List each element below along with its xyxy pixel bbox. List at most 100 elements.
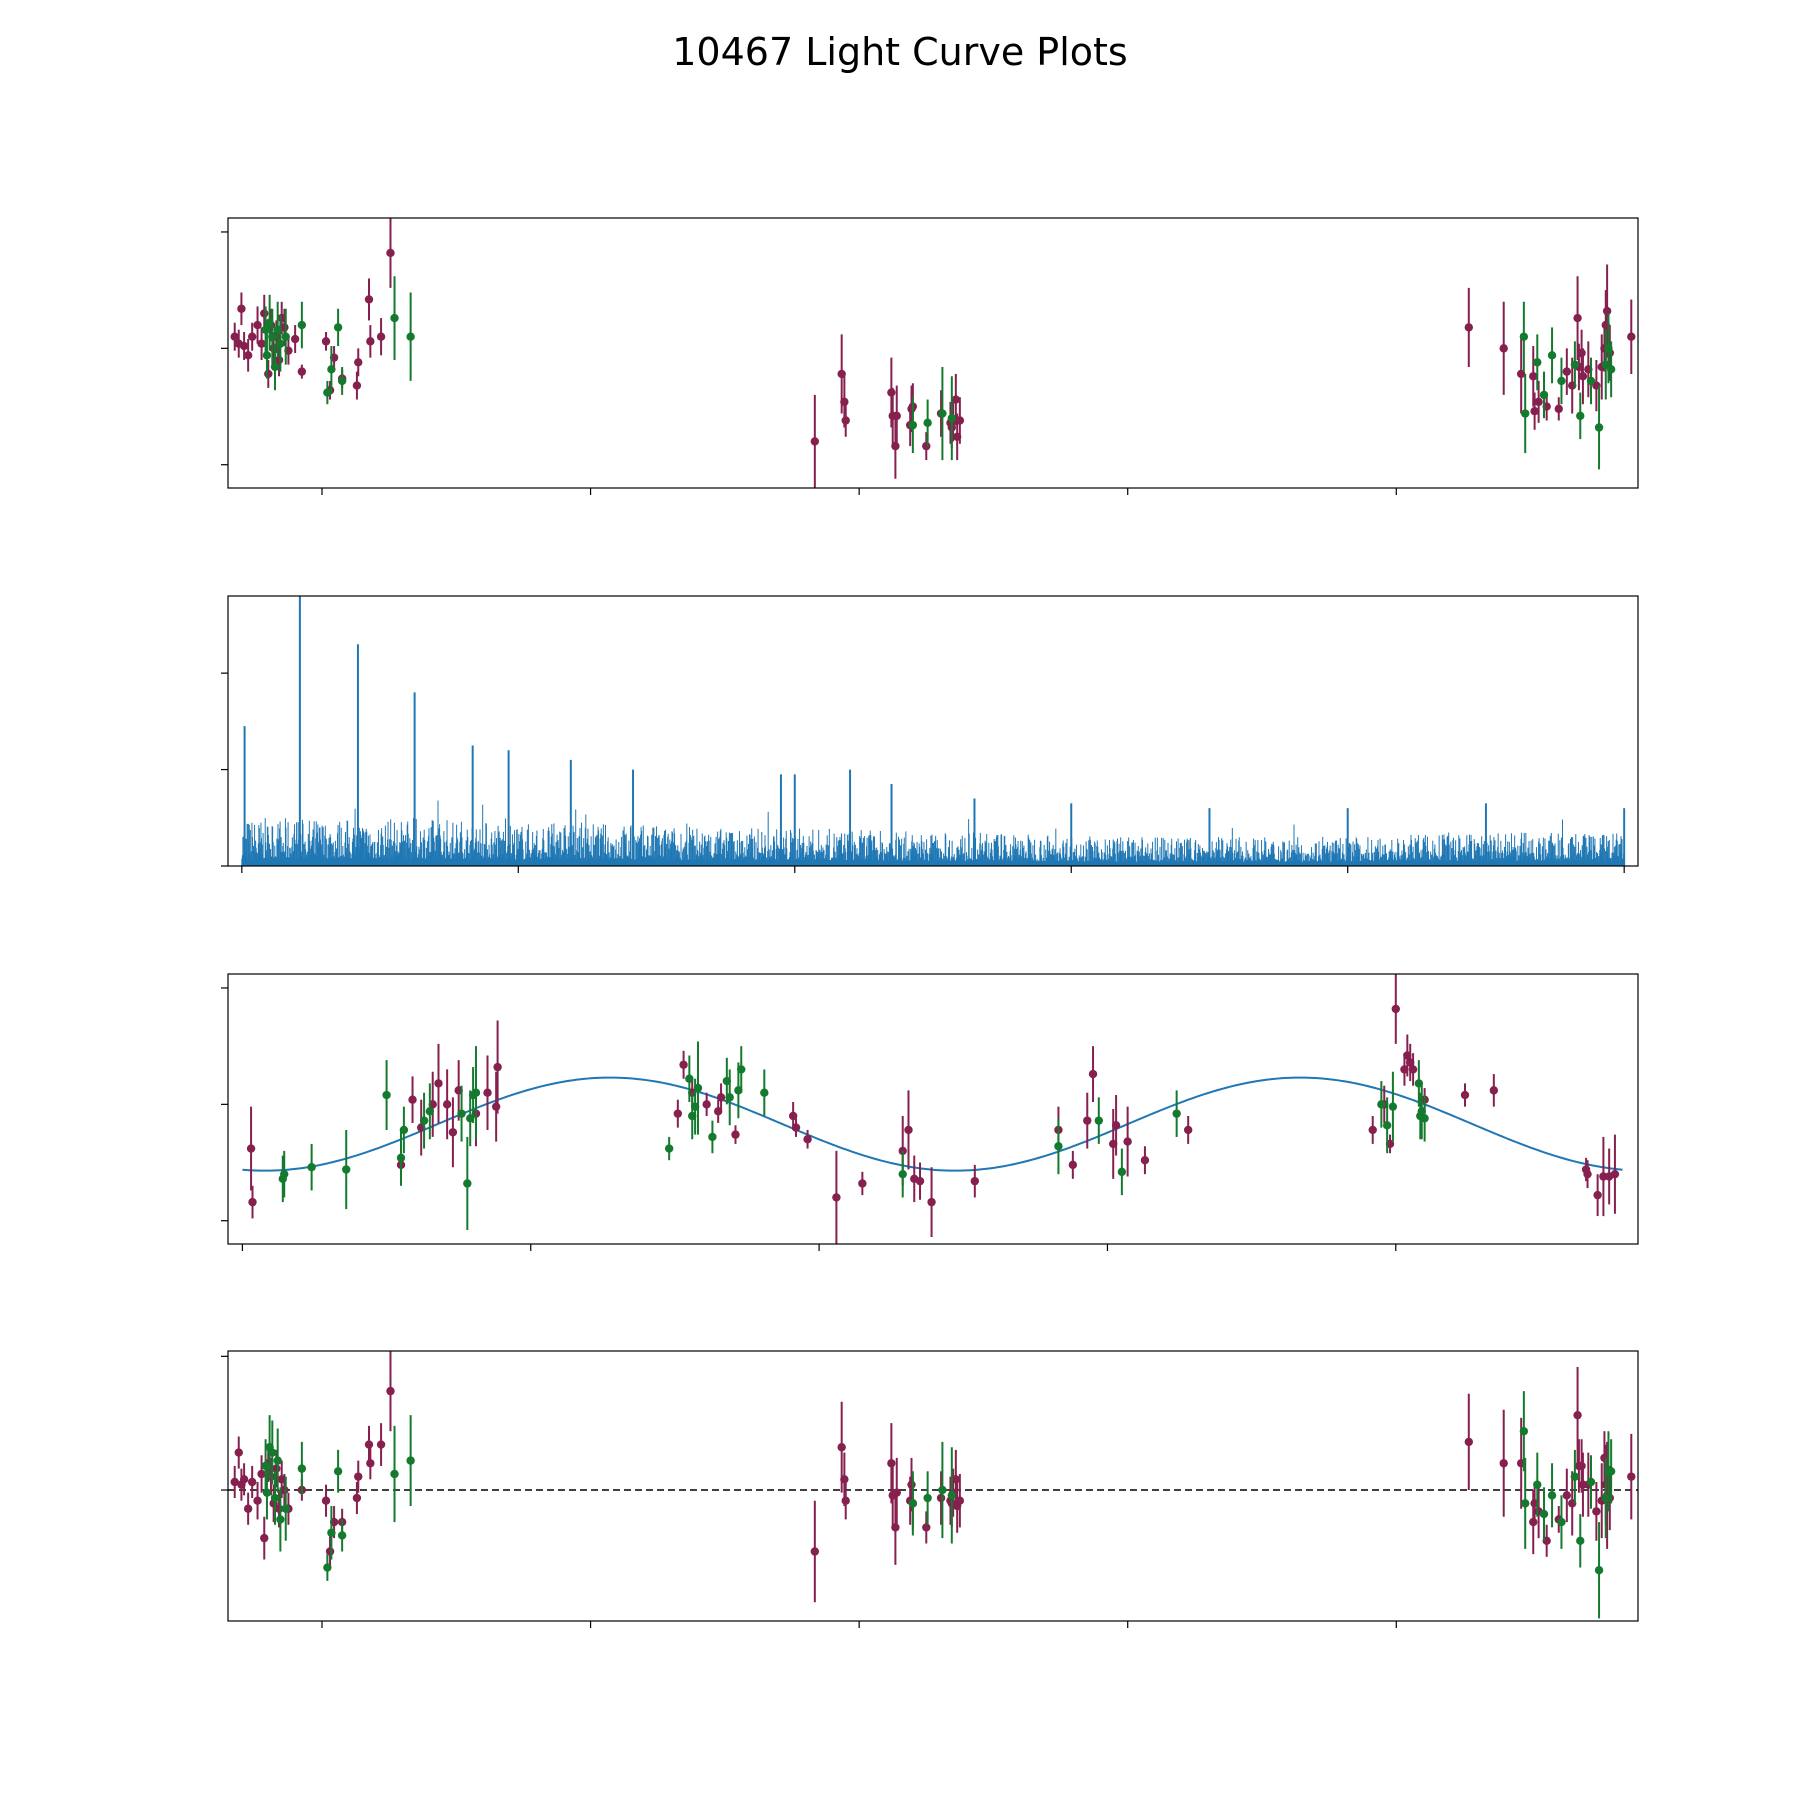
residuals-data-point xyxy=(1576,1536,1585,1546)
phased-data-point xyxy=(442,1100,452,1109)
lightcurve-data-point xyxy=(1578,372,1588,381)
residuals-series-b xyxy=(261,1391,1616,1619)
residuals-data-point xyxy=(364,1440,374,1449)
lightcurve-data-point xyxy=(337,376,347,386)
phased-panel xyxy=(221,973,1639,1251)
phased-data-point xyxy=(463,1179,472,1188)
lightcurve-data-point xyxy=(1602,306,1612,316)
residuals-data-point xyxy=(922,1523,931,1532)
residuals-data-point xyxy=(1627,1472,1636,1481)
residuals-data-point xyxy=(837,1443,846,1452)
residuals-data-point xyxy=(280,1485,289,1495)
phased-data-point xyxy=(731,1130,740,1139)
residuals-panel xyxy=(221,1350,1639,1628)
phased-data-point xyxy=(1054,1142,1063,1151)
phased-data-point xyxy=(448,1128,458,1137)
periodogram-plot-area xyxy=(241,596,1626,866)
phased-data-point xyxy=(1123,1137,1132,1146)
lightcurve-data-point xyxy=(1570,360,1580,369)
residuals-data-point xyxy=(243,1504,253,1513)
residuals-data-point xyxy=(1519,1426,1529,1436)
residuals-data-point xyxy=(1577,1461,1586,1471)
residuals-data-point xyxy=(273,1456,282,1465)
periodogram-axes-frame xyxy=(227,595,1639,867)
residuals-data-point xyxy=(907,1480,916,1489)
lightcurve-data-point xyxy=(290,334,300,344)
phased-data-point xyxy=(832,1193,841,1202)
phased-data-point xyxy=(791,1123,801,1132)
residuals-series-a xyxy=(230,1351,1636,1603)
residuals-data-point xyxy=(270,1493,280,1503)
residuals-data-point xyxy=(892,1488,901,1497)
lightcurve-data-point xyxy=(1530,406,1539,416)
phased-data-point xyxy=(307,1162,316,1172)
lightcurve-data-point xyxy=(1534,397,1543,407)
residuals-data-point xyxy=(1533,1480,1542,1489)
phased-data-point xyxy=(737,1065,746,1074)
lightcurve-data-point xyxy=(1529,372,1538,381)
residuals-data-point xyxy=(262,1488,272,1497)
lightcurve-data-point xyxy=(1521,409,1530,418)
lightcurve-panel xyxy=(221,217,1639,495)
residuals-data-point xyxy=(321,1496,331,1505)
residuals-plot-area xyxy=(228,1351,1638,1619)
phased-data-point xyxy=(1593,1190,1602,1200)
lightcurve-data-point xyxy=(1627,332,1636,341)
residuals-data-point xyxy=(333,1467,343,1476)
phased-data-point xyxy=(1583,1169,1592,1179)
lightcurve-data-point xyxy=(841,416,850,425)
phased-data-point xyxy=(1140,1156,1150,1165)
phased-data-point xyxy=(1068,1160,1078,1170)
residuals-data-point xyxy=(1562,1491,1572,1500)
lightcurve-data-point xyxy=(1516,369,1526,379)
phased-data-point xyxy=(1088,1069,1098,1079)
residuals-data-point xyxy=(908,1499,918,1508)
lightcurve-data-point xyxy=(264,369,273,379)
phased-data-point xyxy=(1420,1114,1429,1123)
lightcurve-data-point xyxy=(261,325,270,334)
lightcurve-data-point xyxy=(390,313,399,323)
lightcurve-data-point xyxy=(955,416,965,425)
residuals-data-point xyxy=(887,1459,896,1468)
phased-data-point xyxy=(685,1074,694,1083)
lightcurve-data-point xyxy=(276,339,285,348)
lightcurve-data-point xyxy=(1539,390,1549,400)
lightcurve-data-point xyxy=(891,441,900,451)
lightcurve-data-point xyxy=(951,395,961,404)
phased-data-point xyxy=(1094,1116,1103,1125)
lightcurve-data-point xyxy=(297,320,307,330)
residuals-data-point xyxy=(268,1448,277,1457)
lightcurve-data-point xyxy=(1464,323,1474,332)
lightcurve-series-b xyxy=(261,276,1616,470)
residuals-data-point xyxy=(1592,1507,1601,1516)
phased-data-point xyxy=(927,1197,936,1207)
lightcurve-data-point xyxy=(1499,344,1508,353)
phased-data-point xyxy=(803,1135,812,1144)
lightcurve-data-point xyxy=(268,332,277,341)
lightcurve-data-point xyxy=(1576,411,1585,421)
phased-data-point xyxy=(673,1109,683,1118)
lightcurve-data-point xyxy=(237,304,246,313)
residuals-data-point xyxy=(261,1461,270,1471)
lightcurve-data-point xyxy=(333,323,343,332)
lightcurve-data-point xyxy=(887,388,896,397)
lightcurve-data-point xyxy=(1606,365,1616,374)
residuals-data-point xyxy=(1594,1566,1604,1575)
residuals-data-point xyxy=(337,1531,347,1540)
phased-data-point xyxy=(280,1169,289,1179)
residuals-data-point xyxy=(327,1528,336,1537)
lightcurve-data-point xyxy=(281,332,290,341)
residuals-data-point xyxy=(923,1493,932,1503)
lightcurve-data-point xyxy=(1562,367,1572,376)
ls-power-line xyxy=(241,800,1625,866)
residuals-data-point xyxy=(352,1493,362,1503)
lightcurve-data-point xyxy=(239,341,249,351)
lightcurve-axes-frame xyxy=(227,217,1639,489)
lightcurve-data-point xyxy=(892,411,901,421)
phased-data-point xyxy=(1489,1086,1499,1095)
residuals-data-point xyxy=(247,1477,257,1487)
lightcurve-data-point xyxy=(840,397,849,407)
lightcurve-data-point xyxy=(947,413,956,423)
residuals-data-point xyxy=(936,1493,946,1503)
